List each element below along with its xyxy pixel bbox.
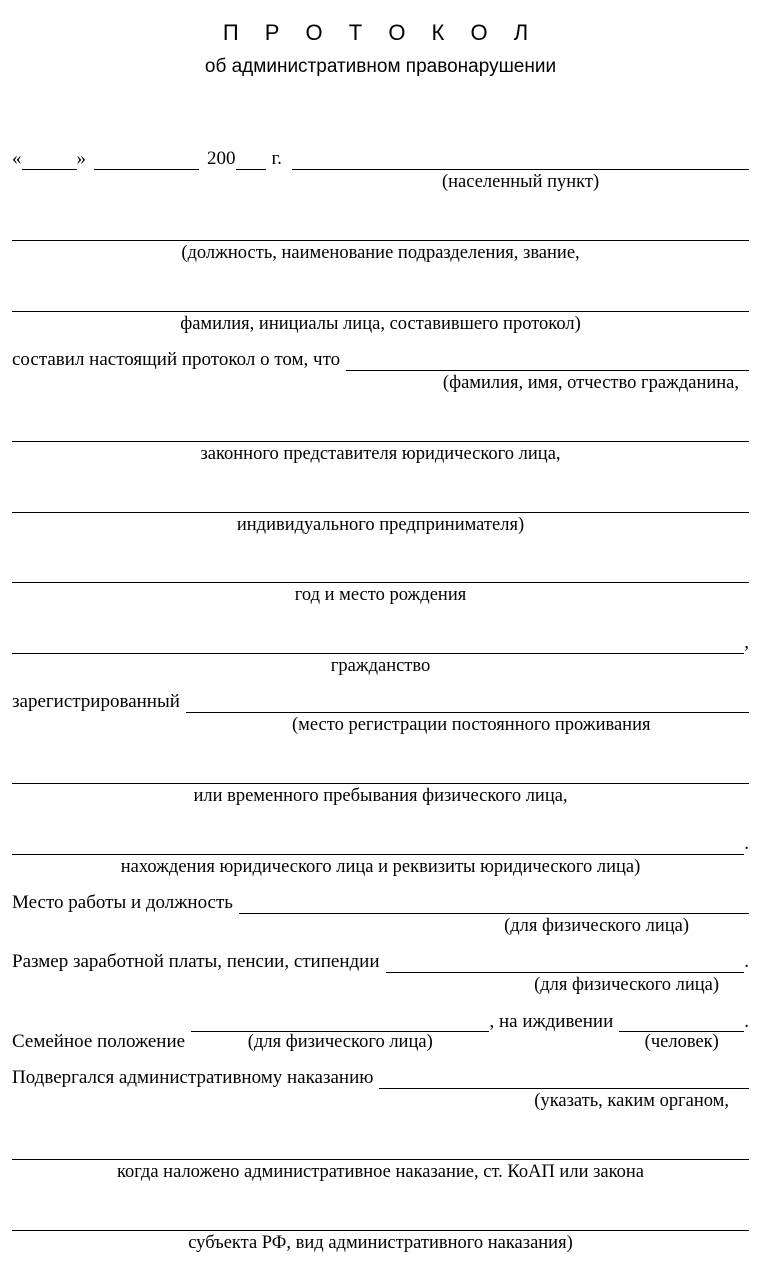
legal-loc-caption: нахождения юридического лица и реквизиты… [12,857,749,878]
registered-line: зарегистрированный [12,691,749,713]
registered-blank[interactable] [186,692,749,714]
birth-caption: год и место рождения [12,585,749,606]
temp-stay-blank[interactable] [12,762,749,784]
when-imposed-blank[interactable] [12,1138,749,1160]
person-caption: (человек) [619,1032,744,1053]
locality-blank[interactable] [292,148,749,170]
dependents-text: , на иждивении [489,1011,613,1053]
workplace-caption: (для физического лица) [12,916,749,937]
subject-rf-caption: субъекта РФ, вид административного наказ… [12,1233,749,1254]
legal-rep-caption: законного представителя юридического лиц… [12,444,749,465]
entrepreneur-caption: индивидуального предпринимателя) [12,515,749,536]
workplace-text: Место работы и должность [12,892,233,914]
compiler-caption: фамилия, инициалы лица, составившего про… [12,314,749,335]
family-caption: (для физического лица) [191,1032,489,1053]
reg-place-caption: (место регистрации постоянного проживани… [12,715,749,736]
when-imposed-caption: когда наложено административное наказани… [12,1162,749,1183]
legal-loc-blank[interactable] [12,833,744,855]
open-quote: « [12,148,22,170]
position-blank[interactable] [12,219,749,241]
comma: , [744,632,749,654]
date-line: « » 200 г. [12,148,749,170]
close-quote: » [77,148,87,170]
workplace-blank[interactable] [239,892,749,914]
year-suffix: г. [272,148,282,170]
birth-blank[interactable] [12,562,749,584]
dependents-blank[interactable] [619,1010,744,1032]
day-blank[interactable] [22,148,77,170]
punishment-blank[interactable] [379,1067,749,1089]
period: . [744,1011,749,1053]
punishment-line: Подвергался административному наказанию [12,1067,749,1089]
month-blank[interactable] [94,148,199,170]
subject-rf-blank[interactable] [12,1209,749,1231]
period: . [744,833,749,855]
compiler-blank[interactable] [12,290,749,312]
document-subtitle: об административном правонарушении [12,56,749,78]
citizenship-caption: гражданство [12,656,749,677]
temp-stay-caption: или временного пребывания физического ли… [12,786,749,807]
position-caption: (должность, наименование подразделения, … [12,243,749,264]
fio-blank[interactable] [346,349,749,371]
year-blank[interactable] [236,148,266,170]
fio-citizen-caption: (фамилия, имя, отчество гражданина, [12,373,749,394]
family-text: Семейное положение [12,1031,185,1053]
citizenship-blank[interactable] [12,633,744,655]
registered-text: зарегистрированный [12,691,180,713]
legal-loc-line: . [12,833,749,855]
salary-line: Размер заработной платы, пенсии, стипенд… [12,951,749,973]
workplace-line: Место работы и должность [12,892,749,914]
compiled-line: составил настоящий протокол о том, что [12,349,749,371]
punishment-text: Подвергался административному наказанию [12,1067,373,1089]
salary-blank[interactable] [386,951,745,973]
salary-text: Размер заработной платы, пенсии, стипенд… [12,951,380,973]
compiled-text: составил настоящий протокол о том, что [12,349,340,371]
locality-caption: (населенный пункт) [12,172,749,193]
document-title: П Р О Т О К О Л [12,20,749,46]
authority-caption: (указать, каким органом, [12,1091,749,1112]
citizenship-line: , [12,632,749,654]
period: . [744,951,749,973]
year-prefix: 200 [207,148,236,170]
family-blank[interactable] [191,1010,489,1032]
salary-caption: (для физического лица) [12,975,749,996]
entrepreneur-blank[interactable] [12,491,749,513]
family-line: Семейное положение (для физического лица… [12,1010,749,1053]
legal-rep-blank[interactable] [12,420,749,442]
